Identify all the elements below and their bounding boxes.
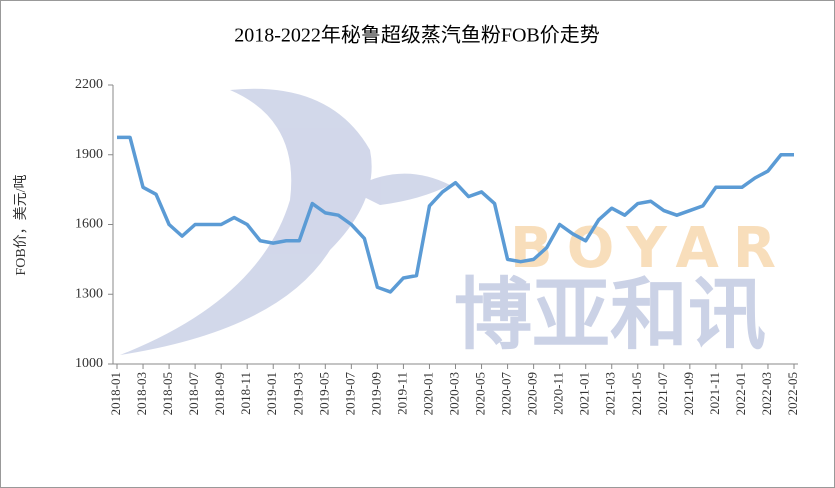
x-tick-label: 2020-07 — [499, 372, 514, 416]
logo — [120, 88, 450, 355]
y-tick-label: 2200 — [75, 77, 103, 92]
x-tick-label: 2018-01 — [108, 372, 123, 415]
y-tick-label: 1900 — [75, 147, 103, 162]
x-tick-label: 2020-03 — [446, 372, 461, 415]
y-tick-label: 1600 — [75, 217, 103, 232]
watermark-chinese: 博亚和讯 — [454, 270, 766, 360]
x-tick-label: 2018-03 — [134, 372, 149, 415]
data-line — [117, 135, 794, 294]
x-tick-label: 2021-01 — [577, 372, 592, 415]
x-tick-label: 2021-03 — [603, 372, 618, 415]
x-tick-label: 2020-01 — [420, 372, 435, 415]
x-tick-label: 2020-05 — [473, 372, 488, 415]
x-tick-label: 2022-03 — [759, 372, 774, 415]
y-tick-label: 1300 — [75, 286, 103, 301]
x-tick-label: 2020-11 — [551, 372, 566, 415]
x-tick-label: 2018-05 — [160, 372, 175, 415]
chart-title: 2018-2022年秘鲁超级蒸汽鱼粉FOB价走势 — [234, 24, 600, 47]
x-tick-label: 2019-07 — [342, 372, 357, 416]
watermark-latin: BOYAR — [510, 216, 790, 281]
x-tick-label: 2019-03 — [290, 372, 305, 415]
x-tick-label: 2018-11 — [238, 372, 253, 415]
x-tick-label: 2022-05 — [785, 372, 800, 415]
x-tick-label: 2019-09 — [368, 372, 383, 415]
x-tick-label: 2022-01 — [733, 372, 748, 415]
x-tick-label: 2018-07 — [186, 372, 201, 416]
x-tick-label: 2020-09 — [525, 372, 540, 415]
x-tick-label: 2018-09 — [212, 372, 227, 415]
y-tick-label: 1000 — [75, 356, 103, 371]
y-axis-label: FOB价，美元/吨 — [13, 174, 29, 275]
x-tick-label: 2019-05 — [316, 372, 331, 415]
x-tick-label: 2019-11 — [394, 372, 409, 415]
x-tick-label: 2021-09 — [681, 372, 696, 415]
x-tick-label: 2021-11 — [707, 372, 722, 415]
x-tick-label: 2021-05 — [629, 372, 644, 415]
x-tick-label: 2021-07 — [655, 372, 670, 416]
x-tick-label: 2019-01 — [264, 372, 279, 415]
